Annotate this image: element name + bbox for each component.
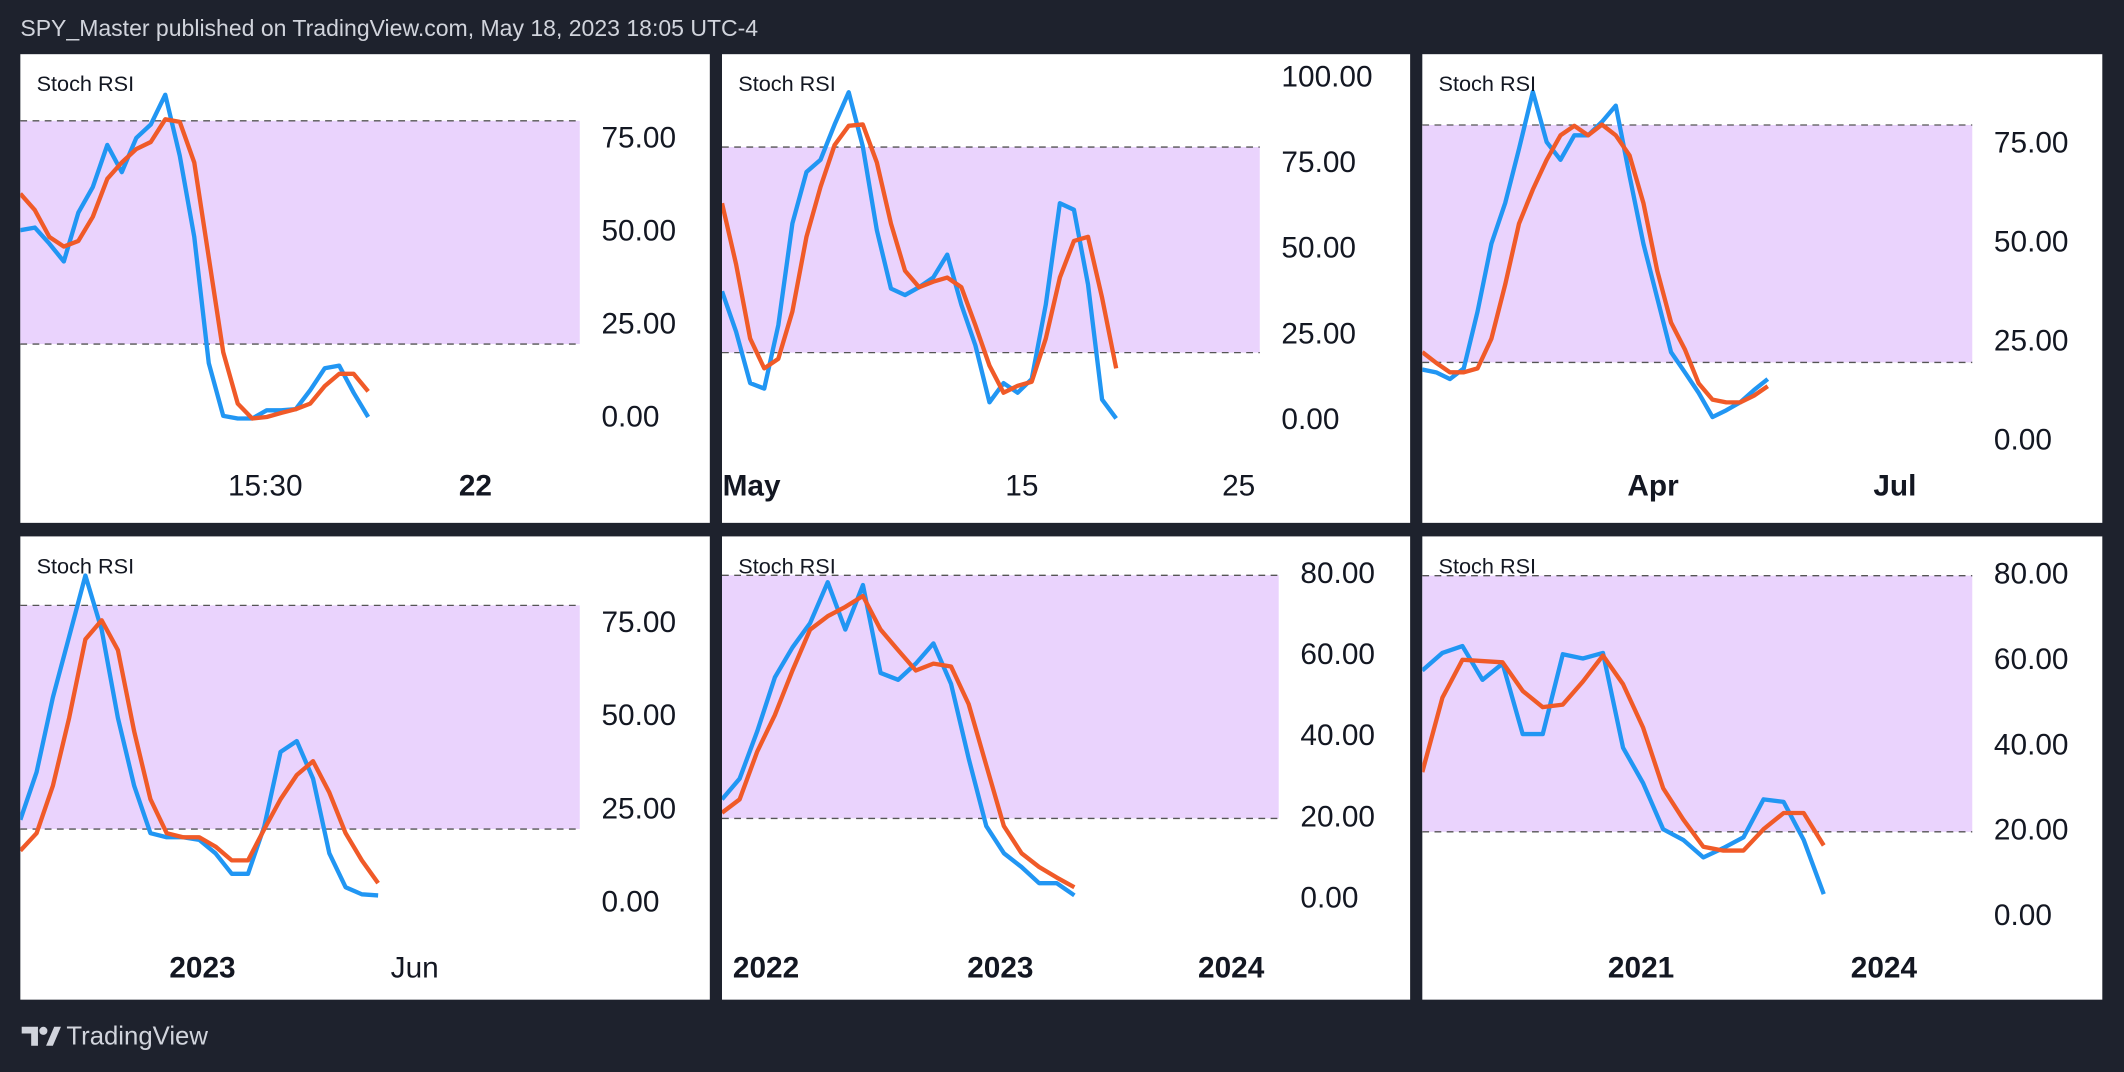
y-tick-label: 75.00 (601, 121, 676, 154)
indicator-title: Stoch RSI (37, 553, 134, 578)
x-tick-label: 15:30 (228, 470, 303, 503)
chart-panel: Stoch RSI 0.00 25.00 50.00 75.00 15:30 22 (20, 54, 710, 523)
chart-panel: Stoch RSI 0.00 25.00 50.00 75.00 Apr Jul (1422, 54, 2103, 523)
x-tick-label: 2024 (1198, 952, 1265, 985)
y-tick-label: 75.00 (1994, 127, 2069, 160)
indicator-title: Stoch RSI (738, 71, 835, 96)
overbought-band (1422, 125, 1973, 363)
plot (20, 92, 371, 421)
stoch-line (722, 580, 1076, 898)
plot (722, 90, 1119, 420)
x-tick-label: 15 (1005, 470, 1038, 503)
y-tick-label: 100.00 (1281, 60, 1372, 93)
stoch-line (722, 593, 1076, 890)
x-tick-label: 2022 (733, 952, 799, 985)
x-tick-label: 2024 (1851, 952, 1918, 985)
y-tick-label: 25.00 (1994, 325, 2069, 358)
y-tick-label: 20.00 (1994, 814, 2069, 847)
y-tick-label: 50.00 (601, 699, 676, 732)
y-tick-label: 80.00 (1300, 557, 1375, 590)
y-tick-label: 75.00 (1281, 146, 1356, 179)
overbought-band (722, 147, 1260, 353)
footer-brand: TradingView (66, 1022, 208, 1050)
y-tick-label: 50.00 (601, 214, 676, 247)
y-tick-label: 20.00 (1300, 800, 1375, 833)
indicator-title: Stoch RSI (37, 71, 134, 96)
y-tick-label: 0.00 (1281, 403, 1339, 436)
y-tick-label: 0.00 (601, 886, 659, 919)
stoch-line (20, 92, 371, 421)
stoch-line (1422, 122, 1769, 405)
indicator-title: Stoch RSI (738, 553, 835, 578)
x-tick-label: 22 (459, 470, 492, 503)
y-tick-label: 0.00 (1994, 423, 2052, 456)
indicator-title: Stoch RSI (1439, 553, 1537, 578)
stoch-line (1422, 653, 1826, 853)
chart-panel: Stoch RSI 0.00 25.00 50.00 75.00 2023 Jun (20, 536, 710, 1000)
x-tick-label: 2021 (1608, 952, 1674, 985)
x-tick-label: Jul (1873, 470, 1916, 503)
overbought-band (1422, 575, 1973, 832)
plot (1422, 89, 1770, 420)
x-tick-label: 2023 (967, 952, 1033, 985)
publish-header: SPY_Master published on TradingView.com,… (20, 15, 758, 41)
stoch-line (20, 618, 380, 885)
chart-panel: Stoch RSI 0.00 20.00 40.00 60.00 80.00 2021 202… (1422, 536, 2103, 1000)
y-tick-label: 25.00 (1281, 317, 1356, 350)
y-tick-label: 0.00 (601, 400, 659, 433)
x-tick-label: 25 (1222, 470, 1255, 503)
y-tick-label: 80.00 (1994, 558, 2069, 591)
y-tick-label: 25.00 (601, 792, 676, 825)
stoch-line (1422, 643, 1826, 895)
stoch-line (20, 573, 379, 898)
x-tick-label: Jun (391, 952, 439, 985)
y-tick-label: 0.00 (1994, 899, 2052, 932)
indicator-title: Stoch RSI (1439, 71, 1537, 96)
plot (20, 573, 380, 898)
plot (1422, 643, 1826, 895)
y-tick-label: 60.00 (1300, 638, 1375, 671)
y-tick-label: 50.00 (1994, 226, 2069, 259)
x-tick-label: Apr (1627, 470, 1679, 503)
y-tick-label: 50.00 (1281, 232, 1356, 265)
stoch-line (722, 122, 1119, 395)
x-tick-label: May (723, 470, 781, 503)
y-tick-label: 75.00 (601, 606, 676, 639)
overbought-band (722, 575, 1279, 819)
y-tick-label: 40.00 (1300, 719, 1375, 752)
y-tick-label: 0.00 (1300, 881, 1358, 914)
chart-panel: Stoch RSI 0.00 20.00 40.00 60.00 80.00 2022 202… (722, 536, 1411, 1000)
y-tick-label: 40.00 (1994, 728, 2069, 761)
y-tick-label: 25.00 (601, 307, 676, 340)
y-tick-label: 60.00 (1994, 643, 2069, 676)
chart-panel: Stoch RSI 0.00 25.00 50.00 75.00 100.00 May 15 2… (722, 54, 1411, 523)
x-tick-label: 2023 (169, 952, 235, 985)
stoch-line (20, 117, 370, 421)
tv-logo (21, 1026, 61, 1046)
plot (722, 580, 1076, 898)
